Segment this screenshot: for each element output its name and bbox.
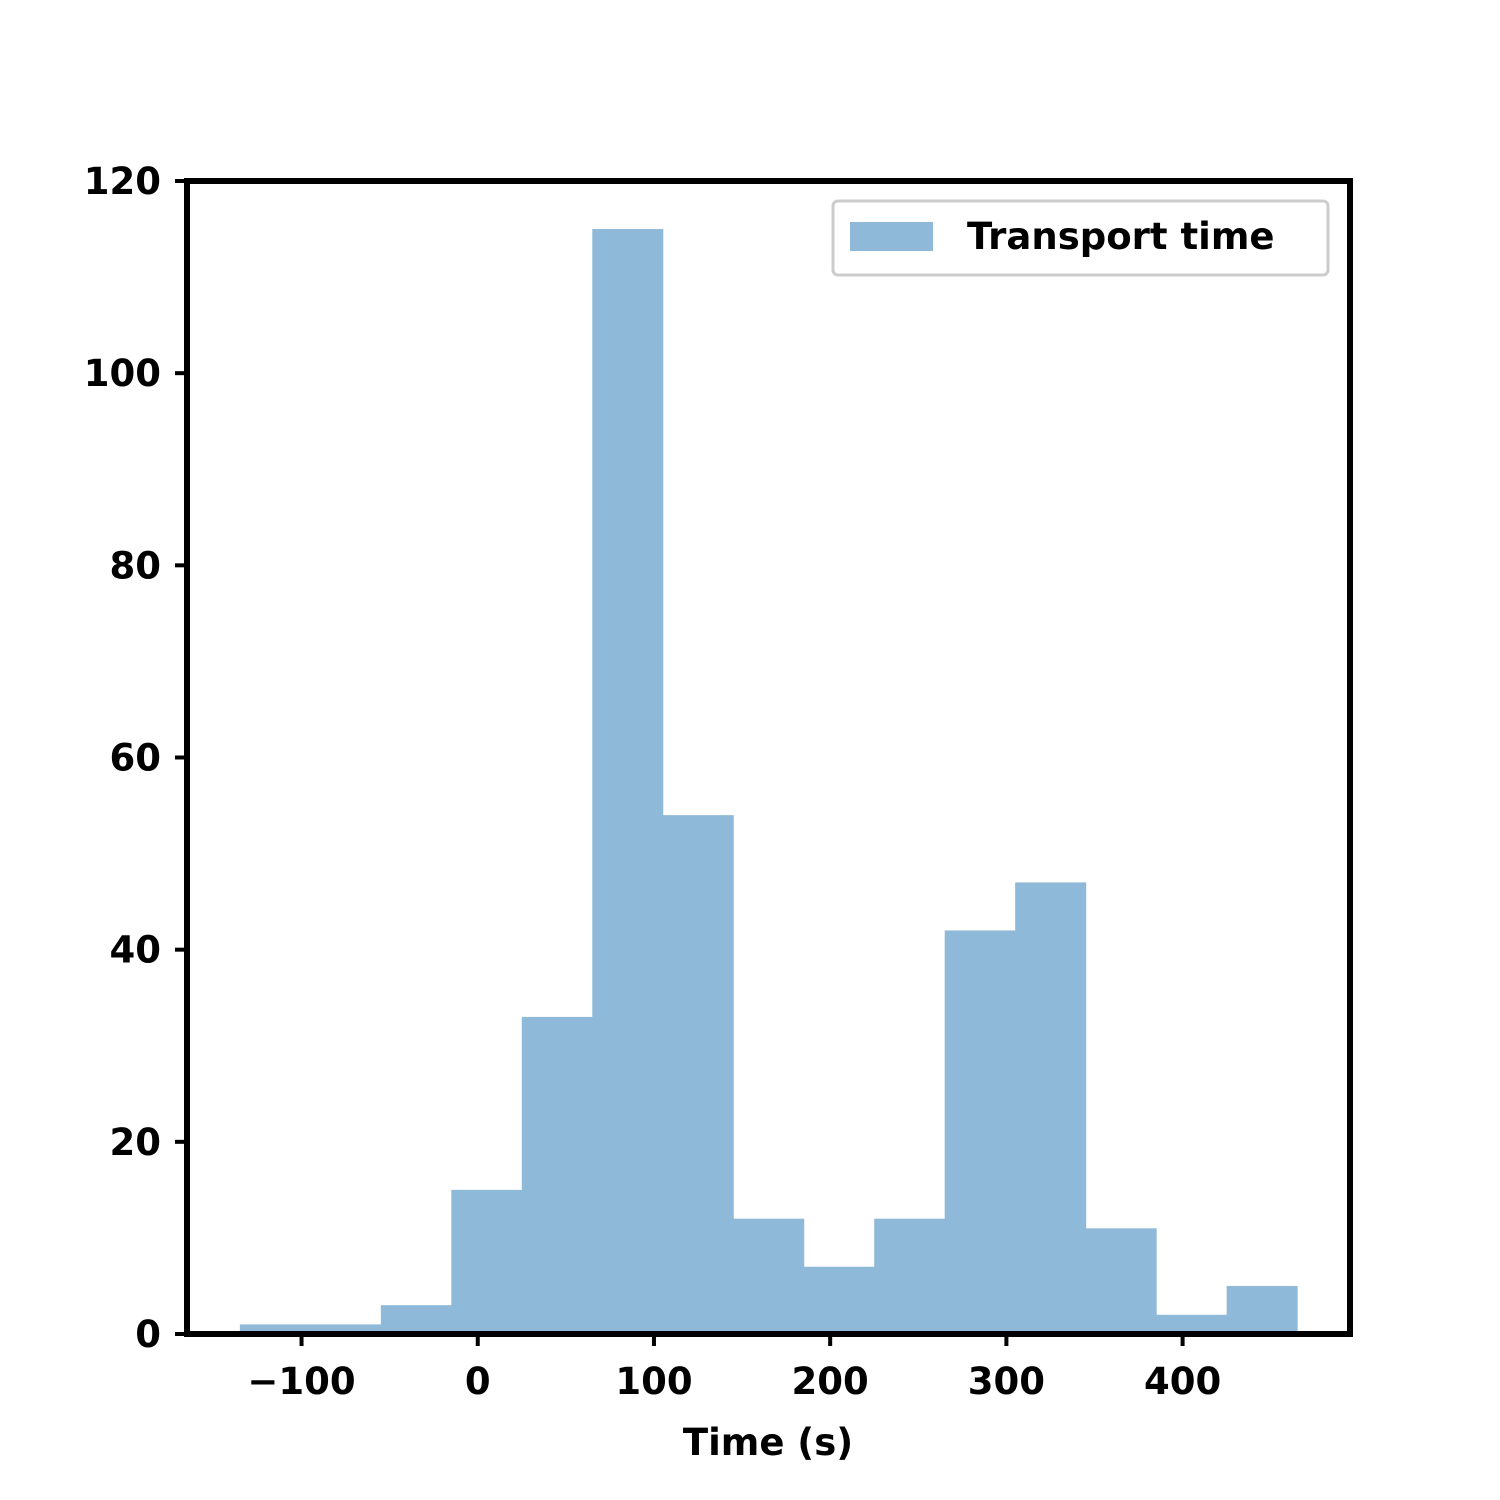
- histogram-bar: [521, 1016, 593, 1334]
- bars-group: [239, 229, 1298, 1335]
- histogram-bar: [1015, 882, 1087, 1334]
- legend-label: Transport time: [967, 215, 1275, 258]
- x-tick-label: 0: [465, 1360, 491, 1403]
- y-axis-ticks: 0 20 40 60 80 100 120: [84, 160, 187, 1356]
- histogram-bar: [380, 1305, 452, 1334]
- legend: Transport time: [831, 199, 1330, 277]
- histogram-bar: [662, 815, 734, 1334]
- x-tick-label: −100: [247, 1360, 355, 1403]
- histogram-bar: [1085, 1228, 1157, 1334]
- x-axis-label: Time (s): [683, 1421, 853, 1464]
- histogram-bar: [451, 1189, 523, 1334]
- histogram-bar: [944, 930, 1016, 1334]
- histogram-bar: [310, 1324, 382, 1334]
- legend-swatch: [850, 222, 933, 251]
- x-tick-label: 100: [615, 1360, 692, 1403]
- x-axis-ticks: −100 0 100 200 300 400: [247, 1334, 1221, 1403]
- histogram-bar: [592, 229, 664, 1335]
- histogram-bar: [803, 1266, 875, 1334]
- y-tick-label: 120: [84, 160, 161, 203]
- histogram-bar: [1226, 1285, 1298, 1334]
- histogram-bar: [1156, 1314, 1228, 1334]
- x-tick-label: 200: [792, 1360, 869, 1403]
- y-tick-label: 40: [110, 929, 162, 972]
- legend-box: [831, 199, 1330, 277]
- histogram-bar: [733, 1218, 805, 1334]
- y-tick-label: 80: [110, 544, 162, 587]
- x-tick-label: 400: [1144, 1360, 1221, 1403]
- x-tick-label: 300: [968, 1360, 1045, 1403]
- y-tick-label: 100: [84, 352, 161, 395]
- histogram-bar: [874, 1218, 946, 1334]
- y-tick-label: 60: [110, 737, 162, 780]
- y-tick-label: 20: [110, 1121, 162, 1164]
- plot-frame: [184, 178, 1353, 1337]
- y-tick-label: 0: [135, 1313, 161, 1356]
- histogram-bar: [239, 1324, 311, 1334]
